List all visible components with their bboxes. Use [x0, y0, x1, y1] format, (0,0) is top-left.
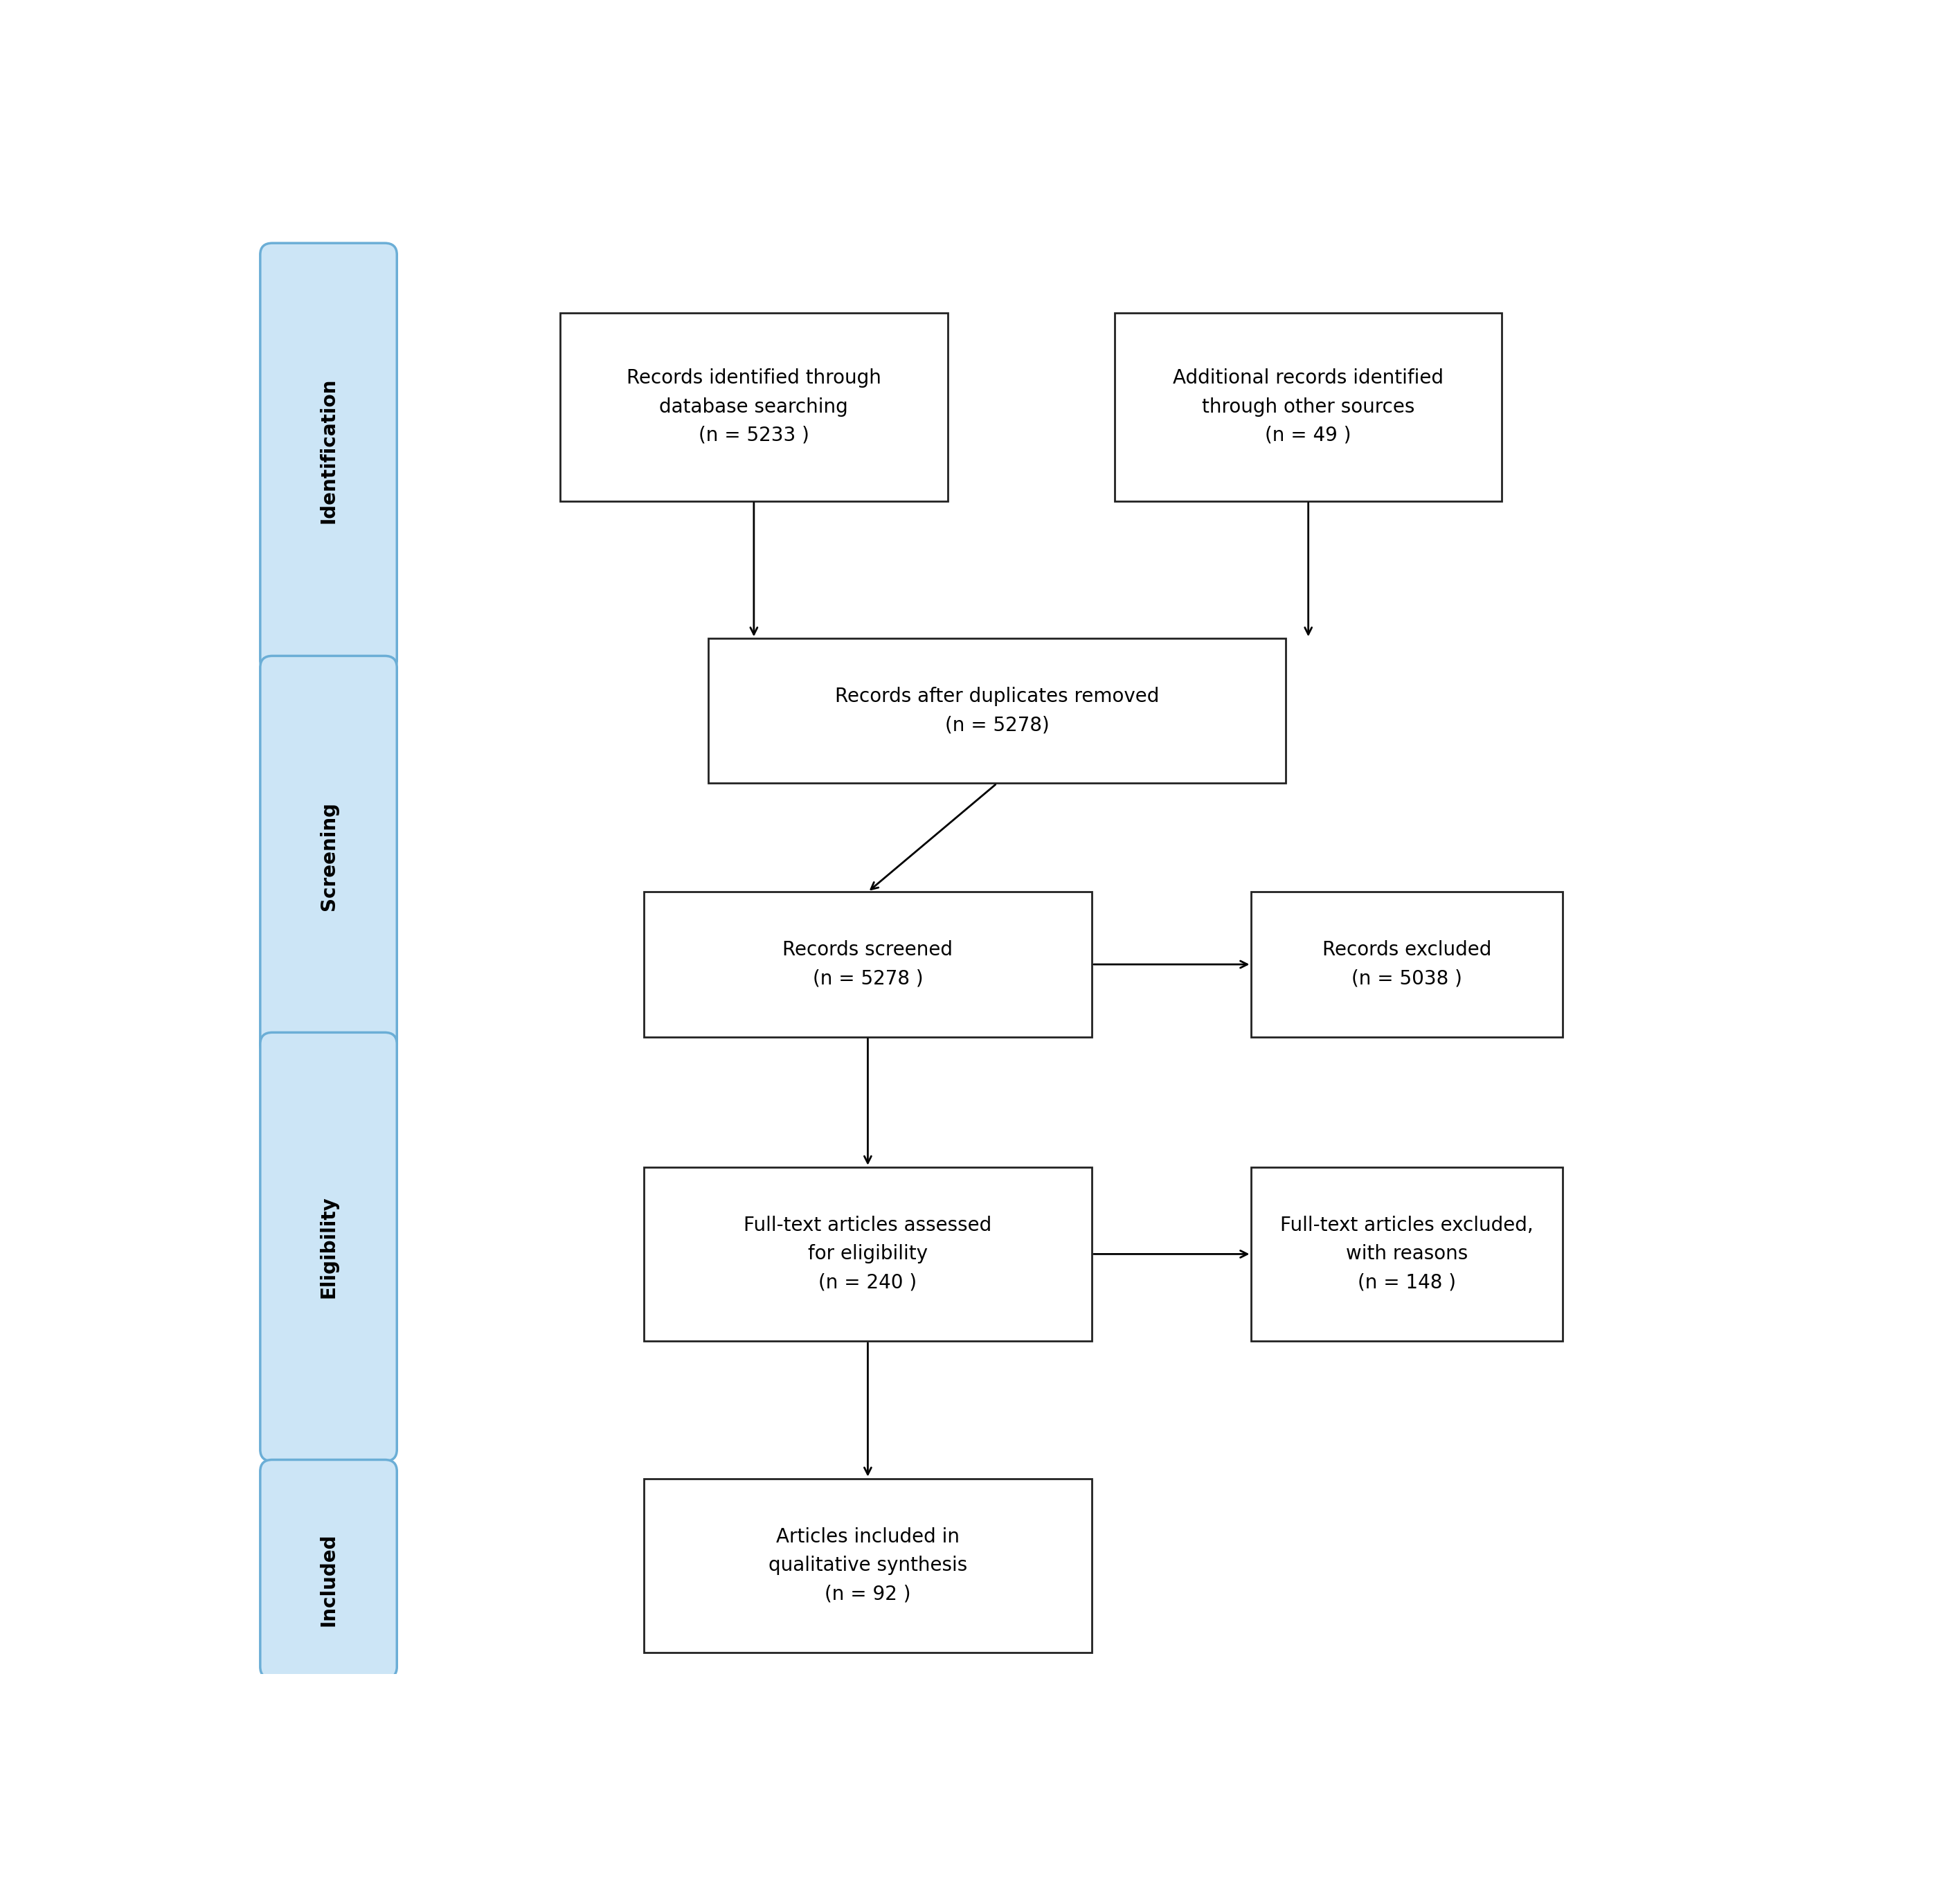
- Text: Records identified through
database searching
(n = 5233 ): Records identified through database sear…: [627, 369, 882, 446]
- Text: Identification: Identification: [319, 378, 339, 523]
- Bar: [643, 1478, 1092, 1652]
- Text: Screening: Screening: [319, 801, 339, 910]
- Bar: [1115, 312, 1501, 500]
- FancyBboxPatch shape: [261, 1033, 396, 1462]
- Text: Full-text articles assessed
for eligibility
(n = 240 ): Full-text articles assessed for eligibil…: [743, 1215, 992, 1292]
- Text: Records after duplicates removed
(n = 5278): Records after duplicates removed (n = 52…: [835, 687, 1158, 735]
- FancyBboxPatch shape: [261, 656, 396, 1055]
- Text: Full-text articles excluded,
with reasons
(n = 148 ): Full-text articles excluded, with reason…: [1280, 1215, 1533, 1292]
- Text: Records screened
(n = 5278 ): Records screened (n = 5278 ): [782, 940, 953, 988]
- Text: Eligibility: Eligibility: [319, 1196, 339, 1298]
- Bar: [708, 638, 1286, 782]
- FancyBboxPatch shape: [261, 243, 396, 672]
- Text: Included: Included: [319, 1533, 339, 1627]
- Bar: [643, 892, 1092, 1036]
- Bar: [561, 312, 947, 500]
- Text: Articles included in
qualitative synthesis
(n = 92 ): Articles included in qualitative synthes…: [768, 1527, 966, 1604]
- Bar: [1250, 1166, 1562, 1341]
- Text: Records excluded
(n = 5038 ): Records excluded (n = 5038 ): [1323, 940, 1492, 988]
- Bar: [1250, 892, 1562, 1036]
- Text: Additional records identified
through other sources
(n = 49 ): Additional records identified through ot…: [1172, 369, 1445, 446]
- FancyBboxPatch shape: [261, 1460, 396, 1678]
- Bar: [643, 1166, 1092, 1341]
